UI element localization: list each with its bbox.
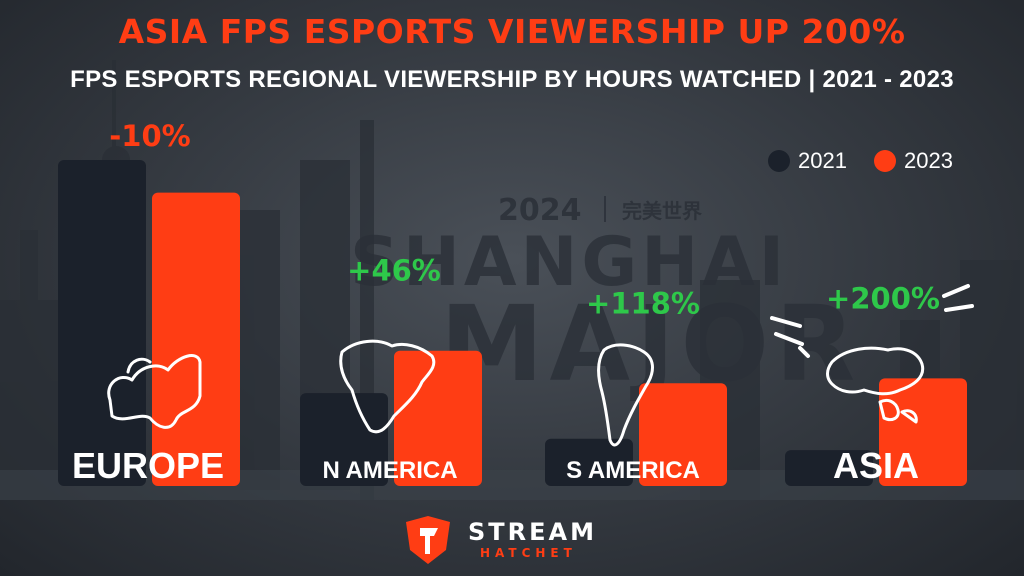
bar-2021-europe [58,160,146,486]
headline: ASIA FPS ESPORTS VIEWERSHIP UP 200% [118,12,906,51]
brand-name-line2: HATCHET [480,546,577,560]
legend-swatch-2023 [874,150,896,172]
emphasis-burst-line [774,332,804,346]
change-label-n-america: +46% [347,254,441,288]
bar-2021-n-america [300,393,388,486]
emphasis-burst-line [770,316,802,328]
subtitle: FPS ESPORTS REGIONAL VIEWERSHIP BY HOURS… [70,66,954,93]
region-label-n-america: N AMERICA [322,457,457,484]
emphasis-burst-line [798,346,810,358]
bar-2023-asia [879,378,967,486]
legend-swatch-2021 [768,150,790,172]
hatchet-shield-icon [406,516,450,564]
north-america-map-icon [339,339,436,434]
change-label-europe: -10% [109,119,190,153]
asia-map-icon [826,346,925,424]
event-word-shanghai: SHANGHAI [350,223,788,302]
legend-item-2023: 2023 [874,146,953,176]
region-label-europe: EUROPE [72,445,224,486]
stream-hatchet-logo: STREAM HATCHET [400,514,630,566]
south-america-map-icon [597,343,654,447]
legend-label-2023: 2023 [904,148,953,173]
brand-name-line1: STREAM [468,518,597,546]
emphasis-burst-line [942,284,970,298]
region-label-s-america: S AMERICA [566,457,700,484]
event-sponsor-text: 完美世界 [622,199,702,223]
bar-2021-asia [785,450,873,486]
bar-2023-n-america [394,350,482,486]
bar-2023-europe [152,192,240,486]
europe-map-icon [107,354,202,429]
emphasis-burst-line [944,304,974,312]
change-label-asia: +200% [826,281,940,315]
change-label-s-america: +118% [586,286,700,320]
legend-label-2021: 2021 [798,148,847,173]
region-label-asia: ASIA [833,445,919,486]
legend-item-2021: 2021 [768,146,847,176]
bar-2023-s-america [639,383,727,486]
event-year-text: 2024 [498,193,582,228]
bar-2021-s-america [545,438,633,486]
